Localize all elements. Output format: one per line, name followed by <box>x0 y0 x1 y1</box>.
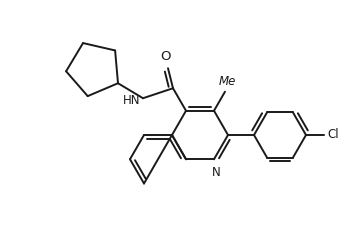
Text: N: N <box>212 166 220 179</box>
Text: O: O <box>161 50 171 63</box>
Text: Me: Me <box>218 75 236 88</box>
Text: Cl: Cl <box>327 128 339 141</box>
Text: HN: HN <box>122 94 140 107</box>
